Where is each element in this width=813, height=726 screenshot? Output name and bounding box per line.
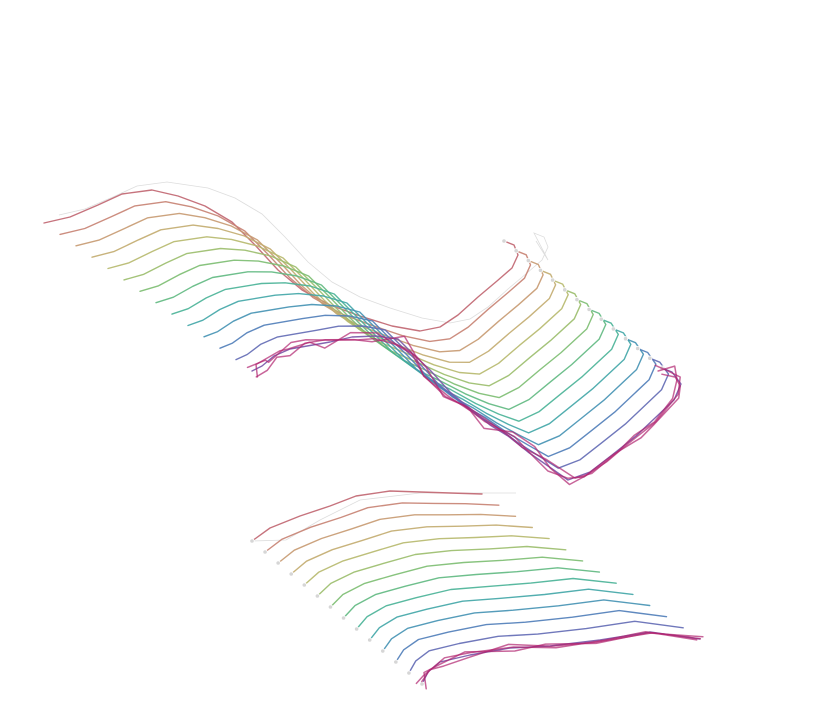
lower-stroke-line [290,524,533,575]
lower-stroke-start-marker [354,626,360,632]
upper-stroke-end-marker [647,355,653,361]
lower-noisy-stroke [423,632,704,690]
upper-stroke-end-marker [562,287,568,293]
lower-stroke-line [277,513,517,564]
lower-stroke-start-marker [406,670,412,676]
upper-stroke-line [75,212,544,353]
lower-stroke-start-marker [393,659,399,665]
upper-stroke-end-marker [513,248,519,254]
upper-stroke-end-marker [635,345,641,352]
lower-stroke-line [355,577,617,630]
lower-stroke-line [342,567,601,619]
lower-stroke-line [421,631,701,685]
lower-noisy-stroke [421,631,702,683]
lower-noisy-stroke [415,630,698,685]
upper-stroke-end-marker [598,316,604,322]
lower-stroke-line [316,545,567,597]
lower-stroke-line [408,620,684,674]
upper-stroke-end-marker [586,306,592,312]
upper-noisy-stroke [255,331,678,479]
lower-stroke-start-marker [419,681,425,687]
upper-stroke-end-marker [610,326,616,332]
upper-stroke-end-marker [525,257,531,264]
lower-stroke-start-marker [380,648,386,654]
lower-stroke-start-marker [288,571,294,577]
lower-stroke-line [329,556,584,608]
upper-stroke-end-marker [622,336,629,342]
upper-stroke-end-marker [537,267,544,273]
lower-stroke-line [251,490,483,542]
upper-trajectory-panel [43,181,682,486]
upper-stroke-line [91,224,557,363]
lower-stroke-start-marker [249,538,255,544]
lower-stroke-start-marker [340,615,347,621]
lower-stroke-start-marker [262,549,268,555]
lower-stroke-start-marker [301,582,307,588]
lower-stroke-start-marker [367,637,373,643]
lower-stroke-line [382,599,651,652]
lower-stroke-line [264,502,500,553]
upper-noisy-stroke [246,337,682,479]
lower-stroke-start-marker [327,604,334,610]
upper-stroke-end-marker [550,277,556,283]
lower-stroke-line [303,535,550,586]
lower-stroke-start-marker [314,593,320,599]
lower-trajectory-panel [249,490,704,690]
upper-stroke-end-marker [501,238,507,244]
upper-noisy-stroke [255,335,681,486]
lower-stroke-line [369,588,634,641]
lower-stroke-line [395,609,668,663]
upper-stroke-end-marker [574,297,580,303]
lower-stroke-start-marker [275,560,281,566]
guide-ghost-line [58,181,549,324]
